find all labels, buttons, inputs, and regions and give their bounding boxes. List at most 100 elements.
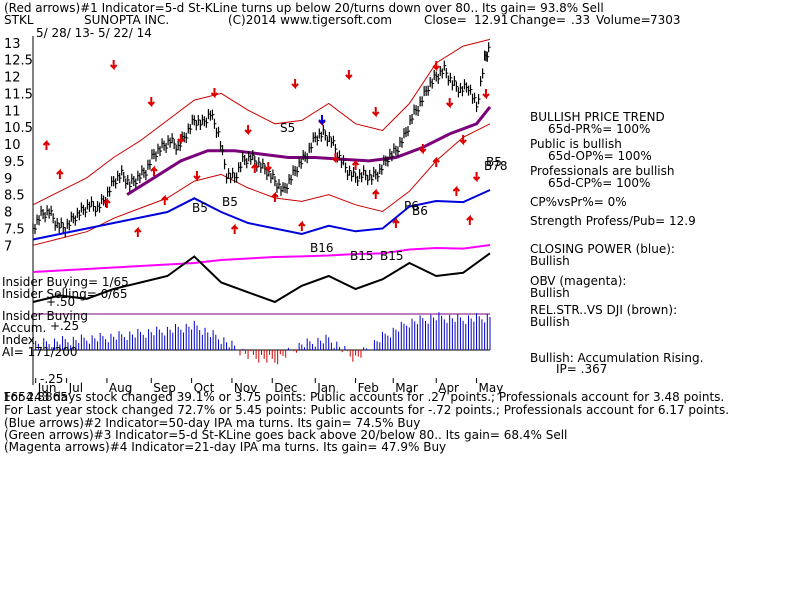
footer-line1: For 243 days stock changed 39.1% or 3.75…	[4, 390, 725, 404]
sell-arrow-4	[210, 88, 219, 99]
index-label: Index	[2, 333, 36, 347]
sell-arrow-13	[432, 61, 440, 72]
buy-arrow-2	[103, 197, 111, 208]
accum-label: Accum.	[2, 321, 47, 335]
axis-tick-labels: 7 7.58 8.5 9 9.5 10 10.5 11 11.512 12.5 13 Jun Jul Au…	[4, 37, 503, 395]
footer-line2: For Last year stock changed 72.7% or 5.4…	[4, 403, 730, 417]
obv-value: Bullish	[530, 286, 570, 300]
sell-arrow-6	[264, 162, 272, 173]
pro-title: Professionals are bullish	[530, 164, 675, 178]
signal-b15b: B15	[380, 249, 404, 263]
change-label: Change=	[510, 13, 566, 27]
y-tick-label-8: 11	[4, 104, 21, 119]
signal-b5b: B5	[222, 195, 238, 209]
signal-arrows	[42, 60, 490, 237]
public-title: Public is bullish	[530, 137, 622, 151]
company-name: SUNOPTA INC.	[84, 13, 170, 27]
x-tick-label-3: Sep	[153, 381, 176, 395]
y-tick-label-1: 7.5	[4, 222, 25, 237]
x-tick-label-10: Apr	[438, 381, 459, 395]
signal-b15a: B15	[350, 249, 374, 263]
sell-arrow-9	[331, 153, 340, 164]
signal-b5c: B5	[486, 155, 502, 169]
y-tick-label-0: 7	[4, 239, 12, 254]
closing-power-line	[32, 189, 491, 241]
footer-line5: (Magenta arrows)#4 Indicator=21-day IPA …	[4, 440, 447, 454]
closing-power-title: CLOSING POWER (blue):	[530, 242, 675, 256]
sell-arrow-14	[445, 98, 454, 109]
signal-b78: B78	[484, 159, 508, 173]
plus25-label: +.25	[50, 319, 80, 333]
x-tick-label-0: Jun	[37, 381, 57, 395]
obv-line	[32, 244, 491, 273]
y-tick-label-2: 8	[4, 206, 12, 221]
sell-arrow-0	[109, 60, 118, 71]
buy-arrow-7	[251, 162, 259, 173]
signal-b16: B16	[310, 241, 334, 255]
buy-arrow-5	[161, 194, 169, 205]
ai-label: AI= 171/200	[2, 345, 78, 359]
close-value: 12.91	[474, 13, 509, 27]
insider-selling-count: Insider Selling= 0/65	[2, 287, 128, 301]
strength-line: Strength Profess/Pub= 12.9	[530, 214, 696, 228]
sell-arrow-12	[419, 144, 427, 155]
op-line: 65d-OP%= 100%	[548, 149, 652, 163]
plus50-label: +.50	[46, 295, 76, 309]
cp-line: 65d-CP%= 100%	[548, 176, 651, 190]
price-series	[32, 42, 491, 238]
insider-buying-count: Insider Buying= 1/65	[2, 275, 129, 289]
relstr-value: Bullish	[530, 315, 570, 329]
buy-arrow-13	[432, 156, 440, 167]
indicator-series	[32, 189, 491, 365]
sell-arrow-5	[244, 125, 252, 136]
y-tick-label-4: 9	[4, 172, 12, 187]
sell-arrow-3	[193, 171, 201, 182]
buy-arrow-9	[298, 220, 306, 231]
signal-p6: P6	[404, 199, 419, 213]
buy-arrow-15	[466, 214, 474, 225]
footer-line4: (Green arrows)#3 Indicator=5-d St-KLine …	[4, 428, 568, 442]
upper-band-line	[32, 38, 491, 206]
x-tick-label-1: Jul	[68, 381, 83, 395]
close-label: Close=	[424, 13, 467, 27]
buy-arrow-10	[351, 159, 360, 170]
buy-arrow-14	[452, 185, 461, 196]
date-range: 5/ 28/ 13- 5/ 22/ 14	[36, 26, 152, 40]
footer-line3: (Blue arrows)#2 Indicator=50-day IPA ma …	[4, 416, 421, 430]
pr-line: 65d-PR%= 100%	[548, 122, 651, 136]
y-tick-label-11: 12.5	[4, 54, 33, 69]
buy-arrow-11	[372, 188, 380, 199]
y-tick-label-10: 12	[4, 71, 21, 86]
buy-arrow-12	[392, 217, 400, 228]
sell-arrow-11	[372, 107, 380, 118]
sell-arrow-2	[177, 134, 185, 145]
accum-title: Bullish: Accumulation Rising.	[530, 351, 704, 365]
x-tick-label-9: Mar	[395, 381, 418, 395]
buy-arrow-6	[230, 223, 239, 234]
x-tick-label-8: Feb	[358, 381, 379, 395]
ticker-symbol: STKL	[4, 13, 34, 27]
x-tick-label-11: May	[479, 381, 504, 395]
y-tick-label-3: 8.5	[4, 189, 25, 204]
price-bands	[32, 38, 492, 246]
rel-strength-line	[32, 252, 491, 304]
minus25-label: -.25	[40, 372, 64, 386]
buy-arrow-3	[134, 226, 142, 237]
obv-title: OBV (magenta):	[530, 274, 627, 288]
chart-axes	[32, 36, 478, 385]
relstr-title: REL.STR..VS DJI (brown):	[530, 303, 678, 317]
change-value: .33	[571, 13, 591, 27]
buy-arrow-0	[42, 139, 51, 150]
header-indicator-line: (Red arrows)#1 Indicator=5-d St-KLine tu…	[4, 1, 604, 15]
insider-buying-label: Insider Buying	[2, 309, 88, 323]
buy-arrow-1	[56, 168, 64, 179]
y-tick-label-6: 10	[4, 138, 21, 153]
x-tick-label-7: Jan	[316, 381, 336, 395]
blue-arrow-0	[318, 115, 326, 126]
cpvspr-line: CP%vsPr%= 0%	[530, 195, 627, 209]
y-tick-label-9: 11.5	[4, 87, 33, 102]
footer-overlay: 1654.8865	[3, 390, 68, 404]
volume-label: Volume=	[596, 13, 651, 27]
sell-arrow-17	[482, 89, 490, 100]
sell-arrow-16	[472, 172, 481, 183]
